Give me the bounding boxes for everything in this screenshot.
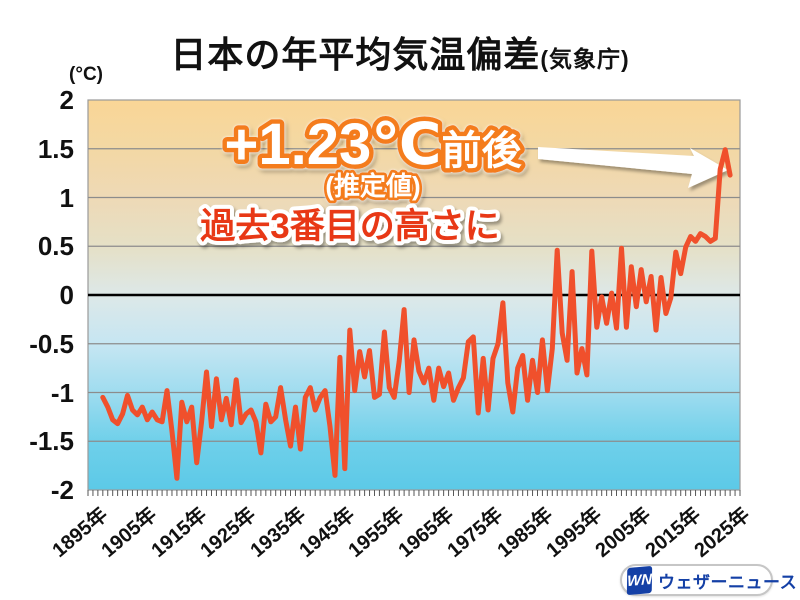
chart-title-source: (気象庁) [540, 46, 630, 72]
weathernews-logo: WN ウェザーニュース [620, 564, 797, 596]
weathernews-logo-text: ウェザーニュース [658, 572, 798, 592]
annotation-value-suffix: 前後 [442, 129, 523, 173]
chart-title-main: 日本の年平均気温偏差 [170, 34, 541, 75]
annotations: +1.23℃前後 (推定値) 過去3番目の高さに [196, 108, 527, 251]
y-axis-label: 0.5 [37, 231, 74, 262]
annotation-headline: +1.23℃前後 [225, 112, 523, 177]
y-axis-label: 1.5 [37, 133, 74, 164]
annotation-rank-note: 過去3番目の高さに [200, 207, 499, 246]
temperature-line [100, 147, 733, 481]
y-axis-label: 0 [59, 280, 74, 310]
annotation-value: +1.23℃ [225, 112, 442, 177]
y-axis-unit-label: (°C) [69, 64, 103, 85]
y-axis-label: -1 [50, 377, 74, 408]
wn-logo-icon: WN [626, 565, 653, 595]
y-axis-label: -1.5 [29, 426, 74, 457]
arrow-icon [538, 147, 728, 188]
x-axis-minor-ticks [87, 490, 741, 496]
y-axis-label: 1 [59, 182, 74, 213]
annotation-estimate-label: (推定値) [325, 171, 420, 201]
chart-title: 日本の年平均気温偏差(気象庁) [0, 26, 800, 78]
y-axis-label: -0.5 [29, 328, 74, 359]
y-axis-label: -2 [50, 475, 74, 505]
gridlines [88, 148, 740, 442]
y-axis-label: 2 [59, 85, 74, 115]
